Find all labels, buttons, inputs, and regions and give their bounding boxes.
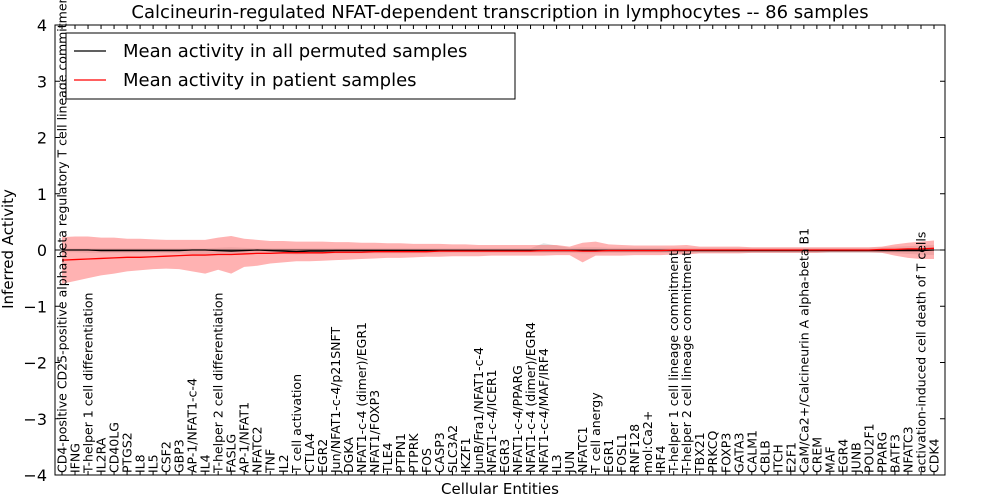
x-tick-label: JUNB — [848, 442, 863, 474]
x-tick-label: RNF128 — [627, 424, 642, 473]
x-tick-label: GATA3 — [731, 433, 746, 473]
x-tick-label: IRF4 — [653, 445, 668, 473]
x-axis-label: Cellular Entities — [441, 480, 559, 498]
y-tick-label: −4 — [23, 466, 47, 485]
x-tick-label: AP-1/NFAT1 — [237, 402, 252, 473]
x-tick-label: EGR2 — [315, 439, 330, 473]
x-tick-label: FASLG — [224, 434, 239, 473]
x-tick-label: BATF3 — [887, 434, 902, 473]
x-tick-label: IL2 — [276, 454, 291, 473]
x-tick-label: JunB/Fra1/NFAT1-c-4 — [471, 347, 486, 474]
x-tick-label: EGR1 — [601, 439, 616, 473]
series-line-patient — [61, 247, 935, 261]
x-tick-label: PTGS2 — [120, 432, 135, 473]
x-tick-label: NFATC3 — [900, 426, 915, 473]
legend-box — [65, 32, 516, 100]
x-tick-label: mol:Ca2+ — [640, 411, 655, 473]
x-tick-label: EGR4 — [835, 439, 850, 473]
x-tick-label: CALM1 — [744, 430, 759, 473]
x-tick-label: NFAT1-c-4/PPARG — [510, 365, 525, 473]
x-tick-label: CDK4 — [927, 438, 942, 473]
x-tick-label: CSF2 — [159, 441, 174, 473]
x-tick-label: TBX21 — [692, 432, 707, 474]
y-tick-label: 3 — [37, 72, 47, 91]
x-tick-label: IKZF1 — [458, 437, 473, 473]
x-tick-label: IL8 — [133, 454, 148, 473]
y-tick-label: −1 — [23, 297, 47, 316]
x-tick-label: NFATC1 — [575, 426, 590, 473]
x-tick-label: NFAT1-c-4 (dimer)/EGR1 — [354, 322, 369, 473]
x-tick-label: T-helper 1 cell differentiation — [81, 293, 96, 474]
x-tick-label: T-helper 1 cell lineage commitment — [666, 251, 681, 474]
x-tick-label: CBLB — [757, 440, 772, 473]
y-tick-label: −2 — [23, 354, 47, 373]
x-tick-label: E2F1 — [783, 442, 798, 473]
x-tick-label: EGR3 — [497, 439, 512, 473]
x-tick-label: T-helper 2 cell differentiation — [211, 293, 226, 474]
x-tick-label: CASP3 — [432, 432, 447, 473]
x-tick-label: MAF — [822, 446, 837, 473]
x-tick-label: CD4-positive CD25-positive alpha-beta re… — [55, 0, 70, 473]
x-tick-label: FOXP3 — [718, 433, 733, 473]
x-tick-label: TLE4 — [380, 443, 395, 474]
x-tick-label: POU2F1 — [861, 423, 876, 473]
x-tick-label: NFAT1-c-4/MAF/IRF4 — [536, 348, 551, 473]
y-tick-label: −3 — [23, 410, 47, 429]
x-tick-label: IL5 — [146, 454, 161, 473]
x-tick-label: T-helper 2 cell lineage commitment — [679, 251, 694, 474]
x-tick-label: PPARG — [874, 432, 889, 473]
x-tick-label: IL3 — [549, 454, 564, 473]
x-tick-label: CREM — [809, 437, 824, 473]
band-patient — [62, 235, 934, 284]
x-tick-label: ITCH — [770, 444, 785, 473]
x-tick-label: PTPN1 — [393, 433, 408, 473]
x-tick-label: TNF — [263, 449, 278, 474]
plot-area: −4 −3 −2 −1 0 1 2 3 4 CD4-positive CD25-positive … — [23, 0, 946, 485]
x-tick-label: IFNG — [68, 443, 83, 473]
x-tick-label: T cell activation — [289, 374, 304, 474]
legend-label-permuted: Mean activity in all permuted samples — [123, 41, 467, 62]
x-tick-label: AP-1/NFAT1-c-4 — [185, 378, 200, 473]
x-tick-label: NFAT1/FOXP3 — [367, 390, 382, 473]
x-tick-label: CTLA4 — [302, 433, 317, 473]
x-tick-label: CD40LG — [107, 422, 122, 473]
x-tick-label: T cell anergy — [588, 392, 603, 474]
x-tick-label: DGKA — [341, 437, 356, 473]
y-tick-label: 4 — [37, 16, 47, 35]
x-tick-label: IL4 — [198, 454, 213, 473]
x-tick-label: CaM/Ca2+/Calcineurin A alpha-beta B1 — [796, 228, 811, 473]
y-axis-label: Inferred Activity — [0, 189, 17, 309]
x-tick-label: JUN — [562, 451, 577, 474]
x-tick-label: GBP3 — [172, 439, 187, 473]
x-tick-label: NFAT1-c-4/ICER1 — [484, 369, 499, 473]
x-tick-label: PRKCQ — [705, 431, 720, 473]
y-tick-label: 1 — [37, 185, 47, 204]
y-tick-label: 0 — [37, 241, 47, 260]
x-tick-label: IL2RA — [94, 437, 109, 473]
x-tick-label: SLC3A2 — [445, 425, 460, 473]
x-tick-label: activation-induced cell death of T cells — [913, 232, 928, 473]
chart-title: Calcineurin-regulated NFAT-dependent tra… — [131, 2, 868, 23]
x-tick-label: FOS — [419, 448, 434, 473]
x-tick-label: PTPRK — [406, 433, 421, 473]
legend-label-patient: Mean activity in patient samples — [123, 70, 417, 91]
x-tick-label: Jun/NFAT1-c-4/p21SNFT — [328, 327, 343, 474]
legend: Mean activity in all permuted samples Me… — [65, 32, 516, 100]
y-tick-label: 2 — [37, 129, 47, 148]
x-tick-label: FOSL1 — [614, 433, 629, 473]
x-tick-label: NFATC2 — [250, 426, 265, 473]
x-tick-label: NFAT1-c-4 (dimer)/EGR4 — [523, 322, 538, 473]
